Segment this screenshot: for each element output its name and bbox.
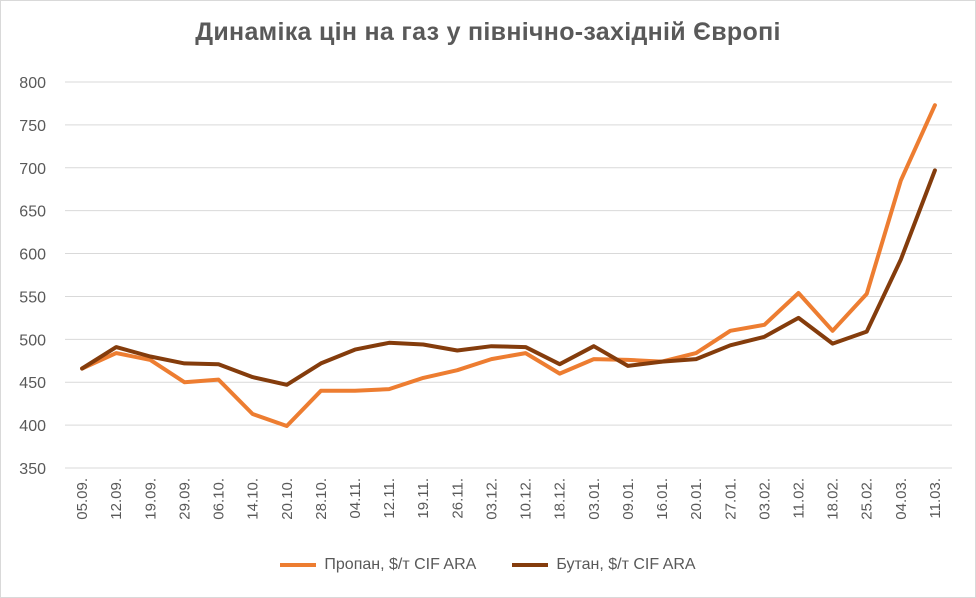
legend-swatch-propane (280, 563, 317, 567)
x-tick-label: 11.02. (790, 478, 807, 519)
x-tick-label: 14.10. (245, 478, 262, 520)
x-tick-label: 27.01. (722, 478, 739, 520)
x-tick-label: 26.11. (449, 478, 466, 519)
x-tick-label: 28.10. (313, 478, 330, 520)
y-tick-label: 800 (19, 75, 46, 92)
legend-label-butane: Бутан, $/т CIF ARA (556, 556, 696, 573)
x-tick-label: 12.09. (108, 478, 125, 520)
x-tick-label: 20.01. (688, 478, 705, 520)
y-tick-label: 650 (19, 204, 46, 221)
x-tick-label: 04.11. (347, 478, 364, 519)
x-tick-label: 18.02. (825, 478, 842, 520)
x-tick-label: 16.01. (654, 478, 671, 520)
x-tick-label: 19.11. (415, 478, 432, 519)
legend-swatch-butane (512, 563, 549, 567)
x-tick-label: 03.01. (586, 478, 603, 520)
x-tick-label: 12.11. (381, 478, 398, 519)
x-tick-label: 19.09. (142, 478, 159, 520)
x-tick-label: 03.12. (483, 478, 500, 520)
x-tick-label: 10.12. (518, 478, 535, 520)
x-tick-label: 25.02. (859, 478, 876, 520)
x-tick-label: 03.02. (756, 478, 773, 520)
x-tick-label: 09.01. (620, 478, 637, 520)
x-tick-label: 11.03. (927, 478, 944, 519)
legend-item-propane: Пропан, $/т CIF ARA (280, 556, 476, 574)
x-tick-label: 04.03. (893, 478, 910, 520)
chart-legend: Пропан, $/т CIF ARA Бутан, $/т CIF ARA (0, 556, 976, 574)
y-tick-label: 700 (19, 161, 46, 178)
series-line-butane (80, 168, 937, 387)
y-tick-label: 750 (19, 118, 46, 135)
y-tick-label: 500 (19, 332, 46, 349)
x-tick-label: 29.09. (176, 478, 193, 520)
y-tick-label: 550 (19, 289, 46, 306)
series-line-propane (80, 103, 937, 428)
y-tick-label: 400 (19, 418, 46, 435)
legend-item-butane: Бутан, $/т CIF ARA (512, 556, 696, 574)
x-tick-label: 20.10. (279, 478, 296, 520)
x-tick-label: 05.09. (74, 478, 91, 520)
legend-label-propane: Пропан, $/т CIF ARA (324, 556, 477, 573)
y-tick-label: 450 (19, 375, 46, 392)
x-tick-label: 18.12. (552, 478, 569, 520)
chart-title: Динаміка цін на газ у північно-західній … (195, 18, 781, 46)
y-tick-label: 600 (19, 247, 46, 264)
x-tick-label: 06.10. (211, 478, 228, 520)
y-tick-label: 350 (19, 461, 46, 478)
